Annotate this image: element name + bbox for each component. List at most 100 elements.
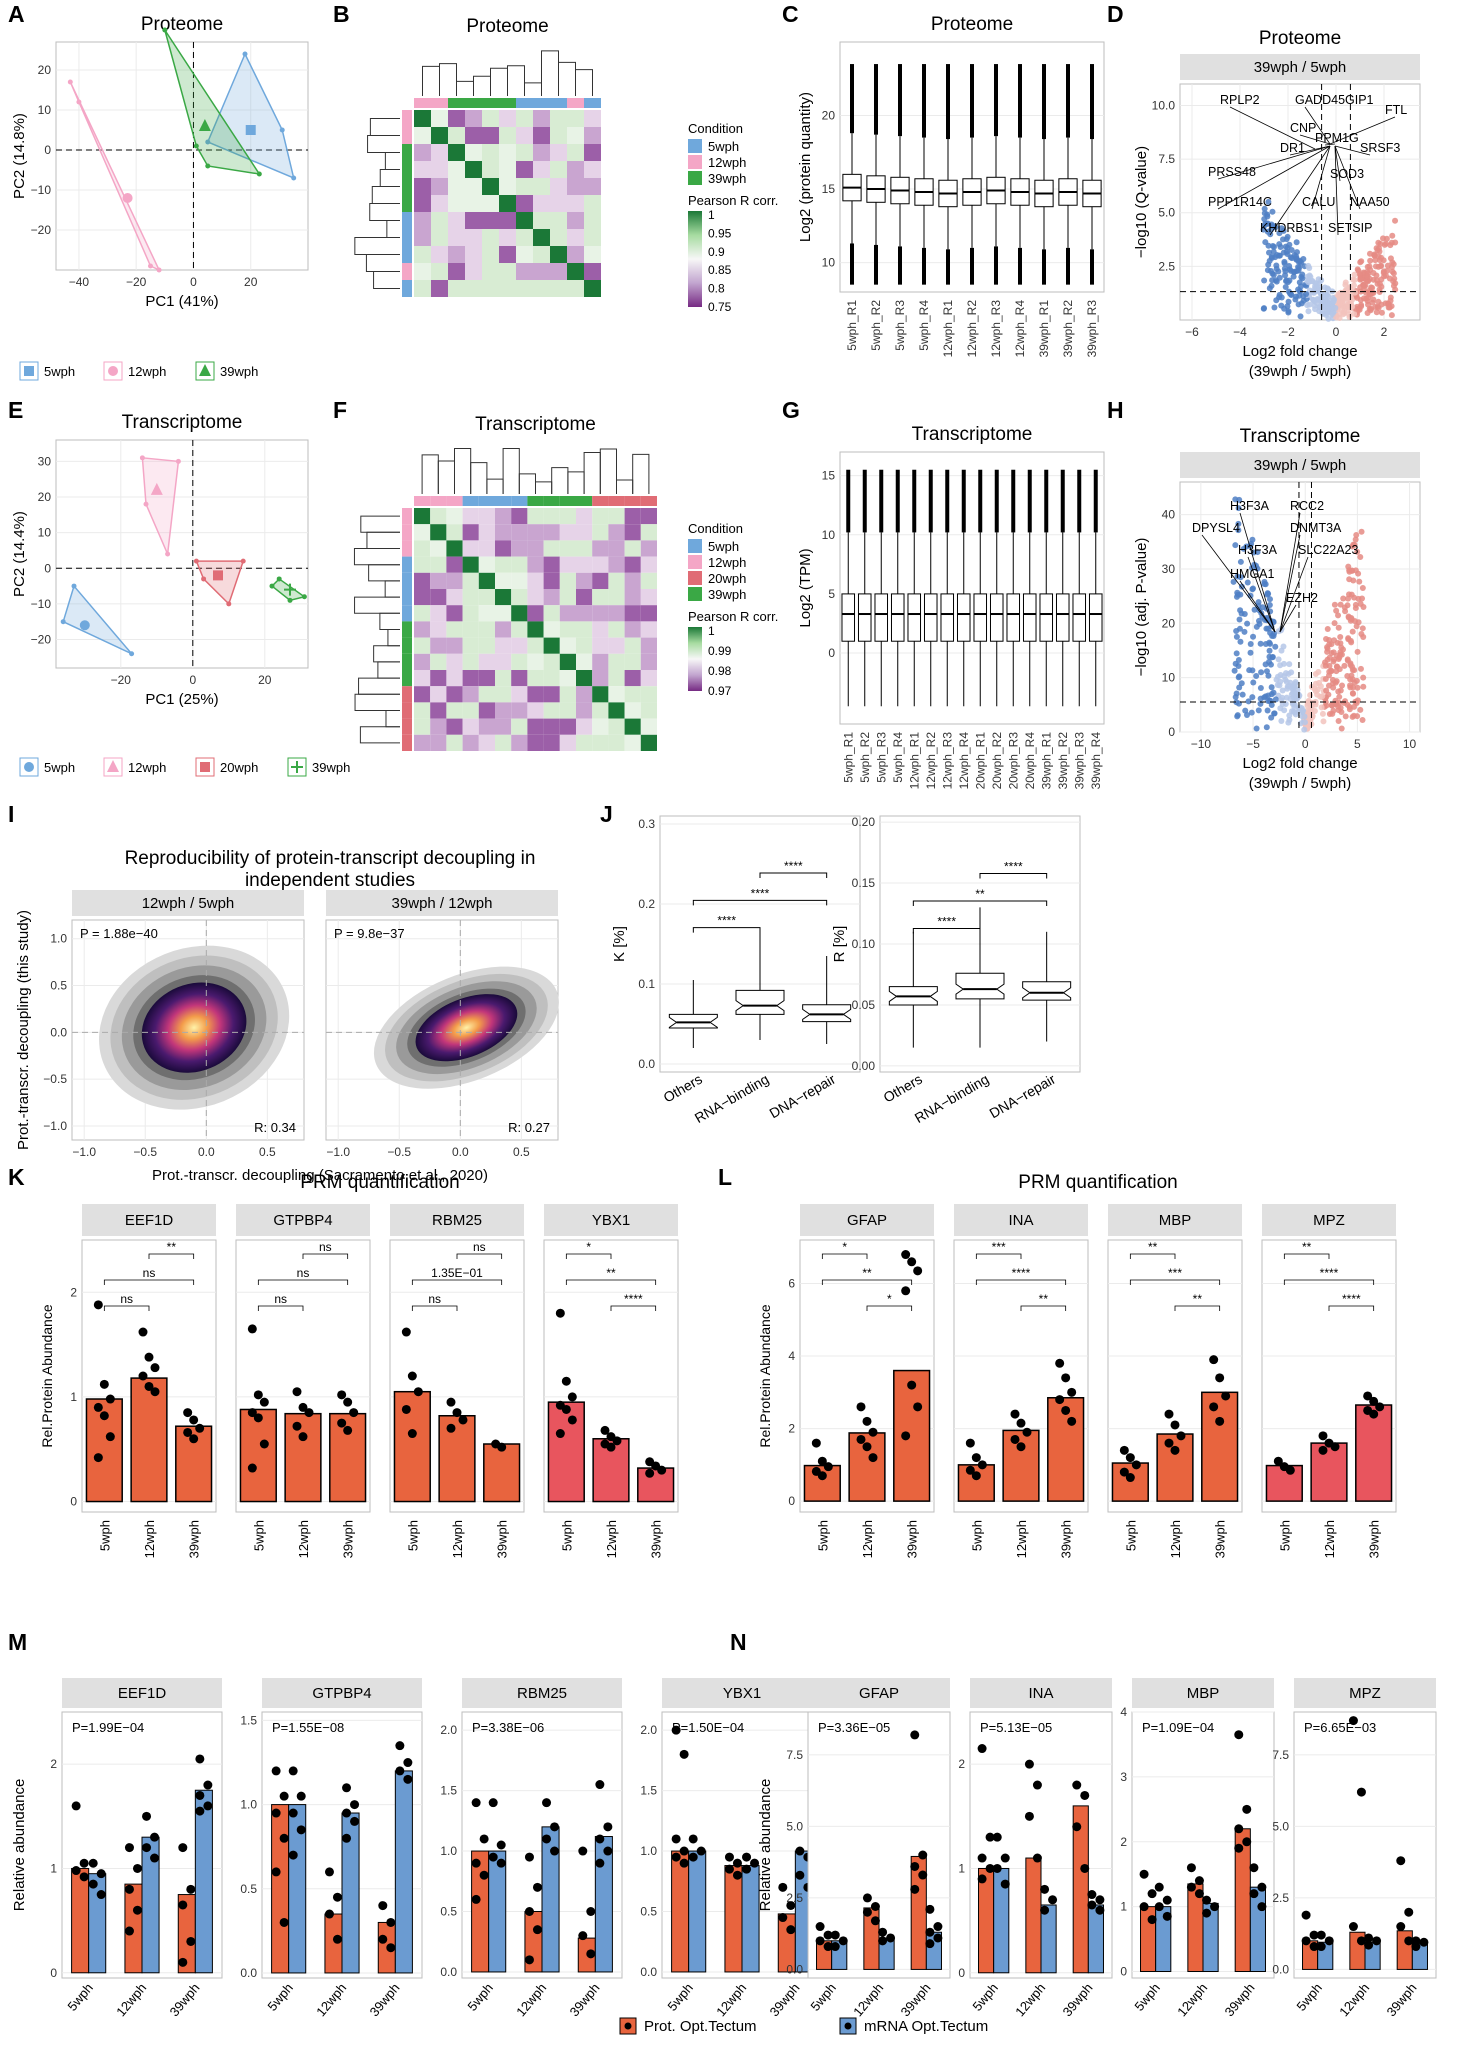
heatmap-cell xyxy=(576,734,593,751)
heatmap-cell xyxy=(495,686,512,703)
replicate-point xyxy=(679,1846,689,1856)
volcano-point xyxy=(1241,611,1248,618)
replicate-point xyxy=(471,1894,481,1904)
replicate-point xyxy=(1404,1936,1414,1946)
volcano-point xyxy=(1348,616,1355,623)
replicate-point xyxy=(96,1890,106,1900)
y-tick-label: 30 xyxy=(1162,562,1176,576)
volcano-point xyxy=(1281,260,1288,267)
volcano-point xyxy=(1367,257,1374,264)
replicate-point xyxy=(497,1442,507,1452)
volcano-point xyxy=(1348,639,1355,646)
condition-legend-key xyxy=(688,155,702,169)
y-tick-label: 0 xyxy=(828,646,835,660)
heatmap-cell xyxy=(527,556,544,573)
box-title: Proteome xyxy=(931,14,1013,35)
y-tick-label: 0.0 xyxy=(240,1966,257,1980)
y-axis-label: K [%] xyxy=(611,926,628,962)
p-value-label: P=1.50E−04 xyxy=(672,1720,744,1735)
replicate-point xyxy=(1072,1822,1082,1832)
heatmap-cell xyxy=(462,540,479,557)
facet-strip: EEF1D xyxy=(118,1685,167,1702)
condition-bar-top xyxy=(592,496,609,506)
significance-label: ns xyxy=(143,1266,156,1280)
panel-letter-a: A xyxy=(8,1,25,27)
facet-strip: GTPBP4 xyxy=(273,1212,332,1229)
volcano-point xyxy=(1235,656,1242,663)
dendrogram-branch xyxy=(377,661,400,679)
x-tick-label: −5 xyxy=(1246,737,1260,751)
x-tick-label: 20 xyxy=(244,275,258,289)
heatmap-cell xyxy=(550,178,567,195)
x-tick-label: 39wph_R1 xyxy=(1037,300,1051,358)
x-tick-label: 5wph xyxy=(251,1520,266,1551)
volcano-point xyxy=(1297,313,1304,320)
y-tick-label: 0 xyxy=(50,1966,57,1980)
replicate-point xyxy=(671,1725,681,1735)
replicate-point xyxy=(862,1442,872,1452)
heatmap-cell xyxy=(511,524,528,541)
gene-label-leader xyxy=(1247,556,1276,633)
x-tick-label: 39wph xyxy=(1384,1980,1420,2019)
significance-bracket xyxy=(975,1279,1067,1285)
replicate-point xyxy=(124,1926,134,1936)
sample-point xyxy=(143,501,149,507)
facet-strip: GTPBP4 xyxy=(312,1685,371,1702)
replicate-point xyxy=(479,1834,489,1844)
heatmap-cell xyxy=(567,127,584,144)
scale-tick: 0.85 xyxy=(708,263,732,277)
heatmap-cell xyxy=(495,637,512,654)
volcano-point xyxy=(1231,667,1238,674)
group-centroid xyxy=(79,620,90,631)
replicate-point xyxy=(93,1453,103,1463)
heatmap-cell xyxy=(431,161,448,178)
replicate-point xyxy=(778,1882,788,1892)
replicate-point xyxy=(1301,1910,1311,1920)
box-iqr xyxy=(940,593,955,642)
replicate-point xyxy=(378,1901,388,1911)
y-axis-label: Relative abundance xyxy=(11,1779,28,1912)
dendrogram-branch xyxy=(524,82,542,96)
heatmap-cell xyxy=(495,540,512,557)
replicate-point xyxy=(1234,1824,1244,1834)
volcano-point xyxy=(1388,312,1395,319)
y-tick-label: 2.0 xyxy=(440,1723,457,1737)
bar xyxy=(1002,1429,1040,1502)
replicate-point xyxy=(671,1852,681,1862)
condition-bar-top xyxy=(608,496,625,506)
bar-prot xyxy=(671,1850,690,1973)
replicate-point xyxy=(823,1942,833,1952)
replicate-point xyxy=(342,1783,352,1793)
heatmap-cell xyxy=(430,670,447,687)
dendrogram-branch xyxy=(385,710,400,728)
volcano-point xyxy=(1283,678,1290,685)
heatmap-cell xyxy=(465,144,482,161)
dendrogram-branch xyxy=(369,203,400,221)
volcano-point xyxy=(1338,725,1345,732)
replicate-point xyxy=(1010,1434,1020,1444)
replicate-point xyxy=(1330,1442,1340,1452)
heatmap-cell xyxy=(482,195,499,212)
replicate-point xyxy=(671,1834,681,1844)
bar xyxy=(803,1464,841,1502)
box-notched xyxy=(735,989,785,1015)
box-plot-area xyxy=(839,451,1105,725)
heatmap-cell xyxy=(462,702,479,719)
replicate-point xyxy=(150,1832,160,1842)
replicate-point xyxy=(401,1327,411,1337)
heatmap-cell xyxy=(430,637,447,654)
heatmap-cell xyxy=(495,702,512,719)
significance-label: ns xyxy=(120,1292,133,1306)
dendrogram-branch xyxy=(359,726,400,744)
significance-label: **** xyxy=(1004,859,1023,873)
heatmap-cell xyxy=(640,508,657,525)
volcano-point xyxy=(1359,625,1366,632)
volcano-point xyxy=(1257,640,1264,647)
gene-label: EZH2 xyxy=(1286,591,1318,605)
heatmap-cell xyxy=(584,161,601,178)
volcano-point xyxy=(1382,272,1389,279)
scale-bar xyxy=(688,211,702,307)
volcano-point xyxy=(1332,305,1339,312)
scale-tick: 1 xyxy=(708,208,715,222)
heatmap-cell xyxy=(608,670,625,687)
